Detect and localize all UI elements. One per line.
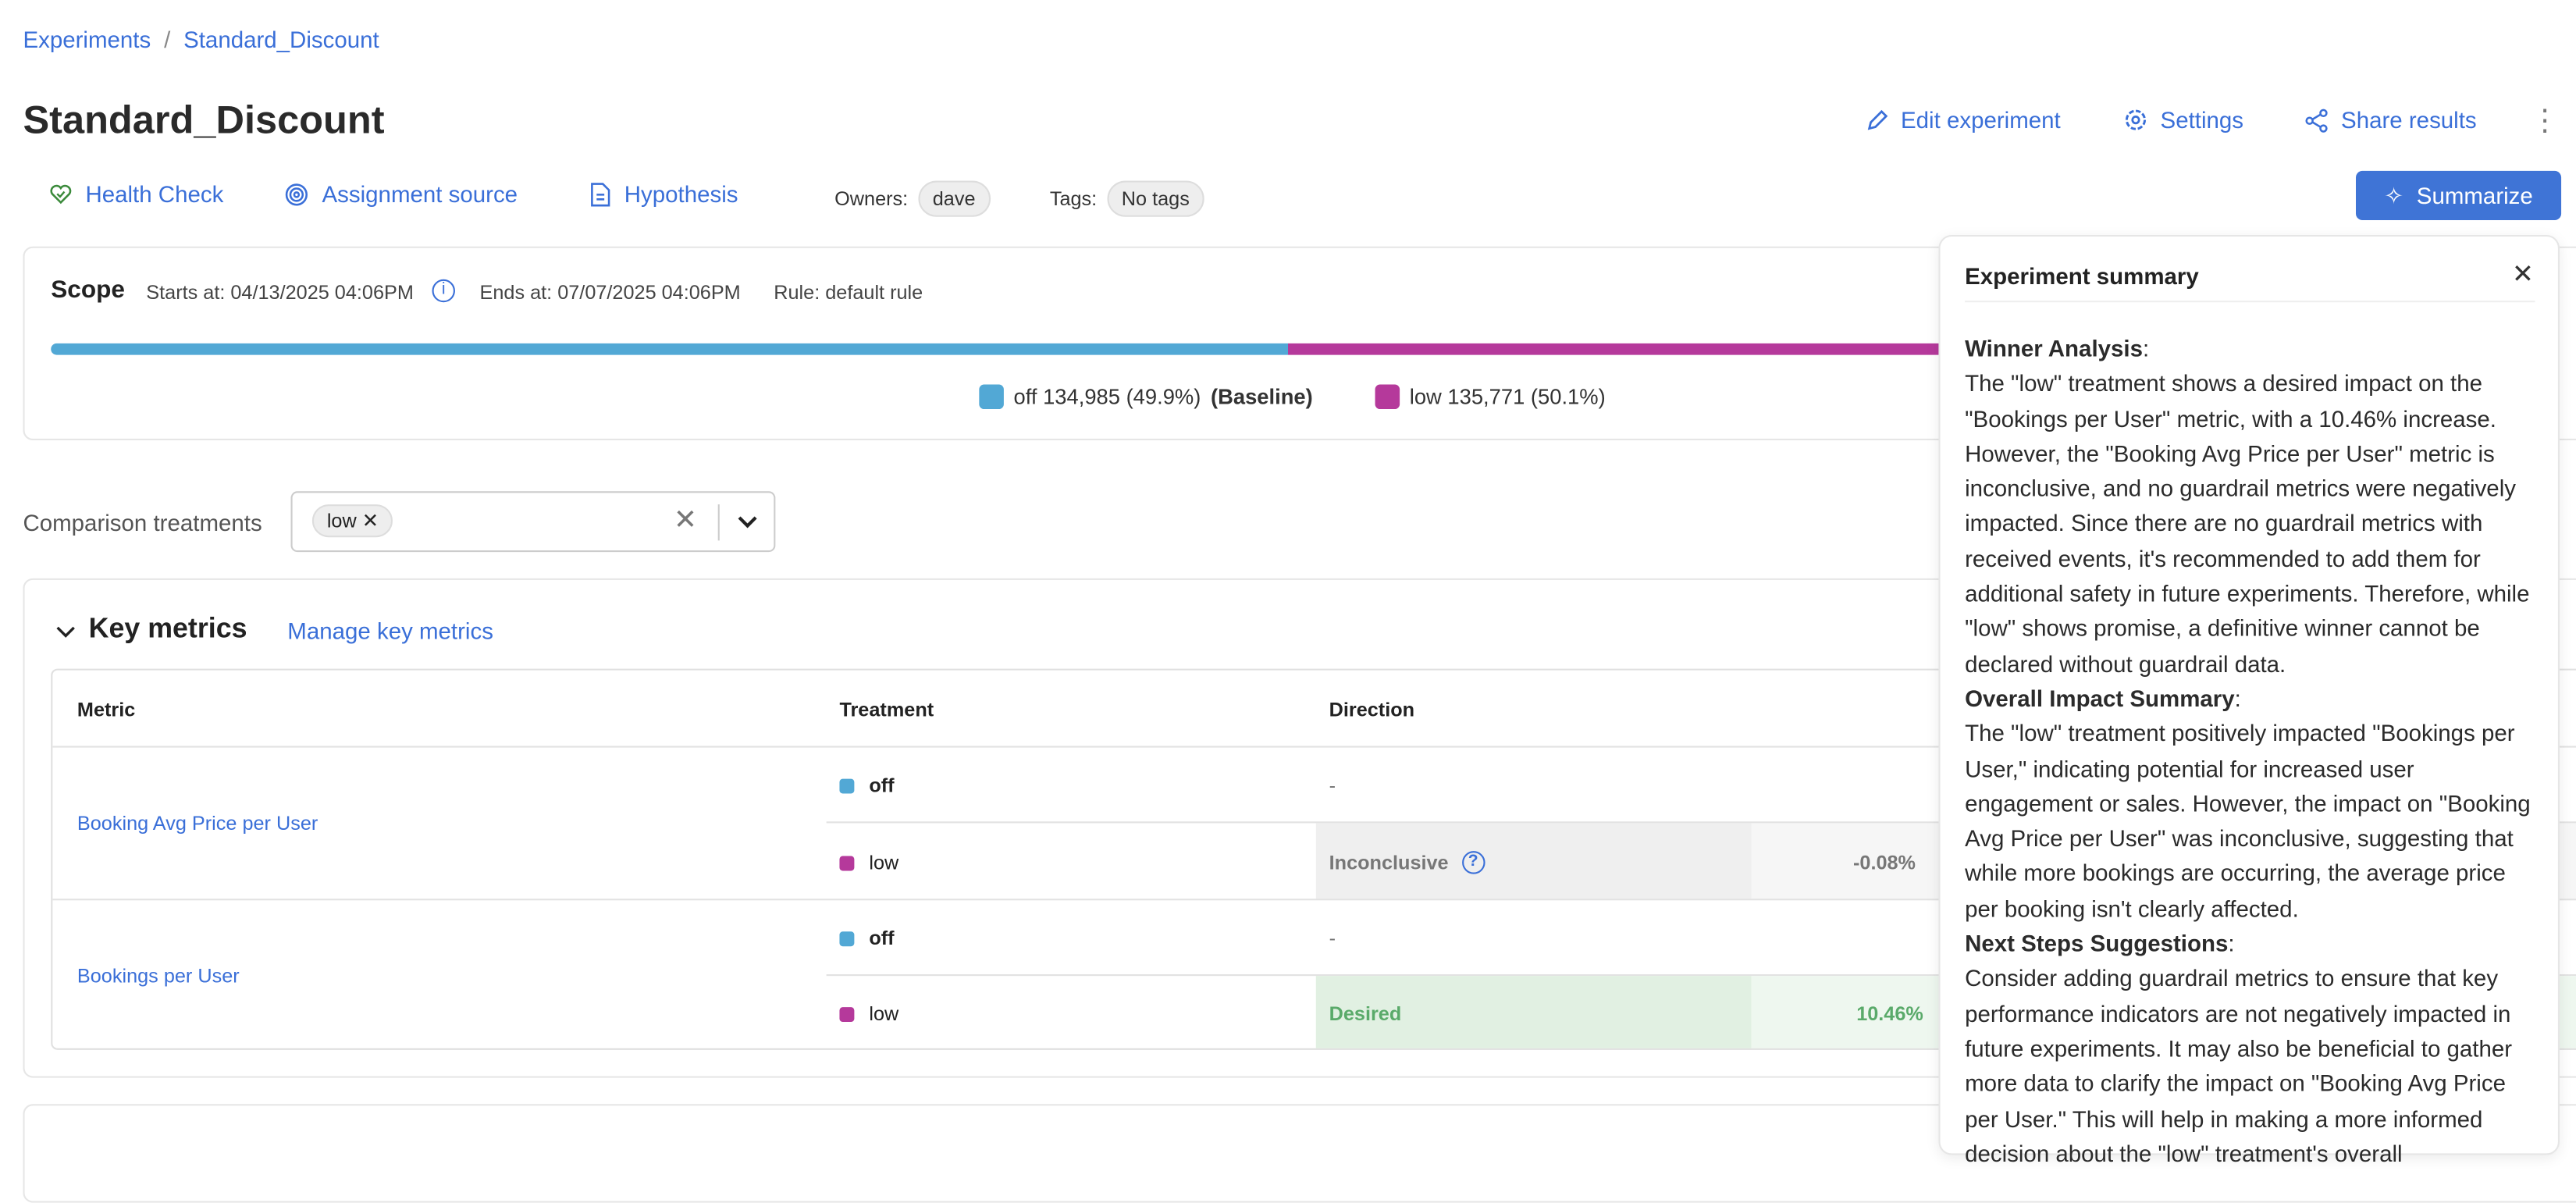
selected-treatment-label: low — [326, 509, 357, 532]
gear-icon — [2125, 109, 2147, 130]
divider — [717, 504, 720, 541]
info-icon[interactable]: i — [432, 279, 455, 303]
heart-check-icon — [50, 184, 72, 205]
pencil-icon — [1867, 109, 1888, 130]
legend-off-label: off 134,985 (49.9%) — [1013, 384, 1201, 410]
manage-key-metrics-link[interactable]: Manage key metrics — [287, 618, 493, 645]
selected-treatment-chip[interactable]: low ✕ — [311, 504, 393, 538]
tags-chip: No tags — [1106, 180, 1204, 217]
more-options-icon[interactable]: ⋮ — [2530, 103, 2560, 137]
help-icon[interactable]: ? — [1461, 851, 1485, 874]
share-results-label: Share results — [2341, 106, 2477, 133]
sparkle-icon: ✧ — [2384, 181, 2403, 208]
direction-badge: Inconclusive? — [1329, 851, 1485, 874]
summarize-button[interactable]: ✧ Summarize — [2355, 170, 2562, 221]
hypothesis-label: Hypothesis — [624, 180, 738, 208]
impact-value: -0.08% — [1852, 851, 1916, 874]
summary-body: Winner Analysis: The "low" treatment show… — [1965, 332, 2540, 1172]
owners-label: Owners: — [834, 187, 909, 211]
summarize-label: Summarize — [2416, 182, 2533, 209]
clear-icon[interactable]: ✕ — [673, 504, 697, 536]
edit-experiment-label: Edit experiment — [1901, 106, 2061, 133]
remove-chip-icon[interactable]: ✕ — [361, 509, 379, 532]
impact-value: 10.46% — [1856, 1002, 1923, 1026]
summary-section: Next Steps Suggestions: Consider adding g… — [1965, 930, 2513, 1166]
summary-title: Experiment summary — [1965, 262, 2199, 290]
chevron-down-icon[interactable] — [736, 514, 759, 531]
tags: Tags: No tags — [1049, 180, 1204, 217]
direction-value: - — [1329, 774, 1336, 797]
treatment-off: off — [839, 774, 895, 797]
scope-starts: Starts at: 04/13/2025 04:06PM — [146, 280, 414, 304]
baseline-label: (Baseline) — [1210, 384, 1313, 410]
assignment-source-link[interactable]: Assignment source — [284, 180, 518, 208]
treatment-off: off — [839, 927, 895, 949]
direction-value: - — [1329, 926, 1336, 950]
scope-title: Scope — [51, 276, 125, 304]
health-check-link[interactable]: Health Check — [49, 180, 224, 208]
comparison-treatments-label: Comparison treatments — [23, 509, 262, 536]
summary-section: Winner Analysis: The "low" treatment show… — [1965, 335, 2530, 677]
health-check-label: Health Check — [85, 180, 224, 208]
column-header-direction: Direction — [1329, 698, 1415, 721]
assignment-source-label: Assignment source — [322, 180, 518, 208]
collapse-chevron-icon[interactable] — [56, 625, 76, 641]
legend-off: off 134,985 (49.9%) (Baseline) — [979, 384, 1313, 410]
scope-rule: Rule: default rule — [774, 280, 923, 304]
breadcrumb-separator: / — [164, 26, 171, 53]
column-header-metric: Metric — [76, 698, 136, 721]
breadcrumb-current[interactable]: Standard_Discount — [183, 26, 379, 53]
target-icon — [285, 183, 308, 205]
edit-experiment-button[interactable]: Edit experiment — [1865, 107, 2061, 133]
legend-low-label: low 135,771 (50.1%) — [1409, 384, 1606, 410]
settings-button[interactable]: Settings — [2122, 107, 2243, 133]
settings-label: Settings — [2160, 106, 2244, 133]
metric-link[interactable]: Bookings per User — [76, 964, 240, 988]
direction-badge: Desired — [1329, 1002, 1402, 1026]
key-metrics-title: Key metrics — [88, 613, 247, 645]
allocation-bar-off — [51, 343, 1290, 355]
treatment-low: low — [839, 1002, 898, 1025]
share-icon — [2305, 108, 2328, 132]
scope-ends: Ends at: 07/07/2025 04:06PM — [479, 280, 741, 304]
page-title: Standard_Discount — [23, 98, 385, 144]
share-results-button[interactable]: Share results — [2305, 107, 2477, 133]
treatment-low: low — [839, 851, 898, 874]
hypothesis-link[interactable]: Hypothesis — [590, 180, 738, 208]
summary-section: Overall Impact Summary: The "low" treatme… — [1965, 685, 2531, 922]
close-icon[interactable]: ✕ — [2511, 261, 2535, 290]
column-header-treatment: Treatment — [839, 698, 934, 721]
owners: Owners: dave — [834, 180, 991, 217]
experiment-summary-panel: Experiment summary ✕ Winner Analysis: The… — [1938, 234, 2560, 1166]
tags-label: Tags: — [1049, 187, 1098, 211]
legend-low: low 135,771 (50.1%) — [1375, 384, 1606, 410]
owner-chip: dave — [917, 180, 991, 217]
document-icon — [591, 182, 610, 206]
breadcrumb: Experiments / Standard_Discount — [23, 27, 379, 53]
comparison-treatments-select[interactable]: low ✕ ✕ — [290, 491, 776, 553]
breadcrumb-experiments[interactable]: Experiments — [23, 26, 151, 53]
metric-link[interactable]: Booking Avg Price per User — [76, 811, 318, 835]
legend-swatch-low — [1375, 384, 1400, 410]
legend-swatch-off — [979, 384, 1004, 410]
